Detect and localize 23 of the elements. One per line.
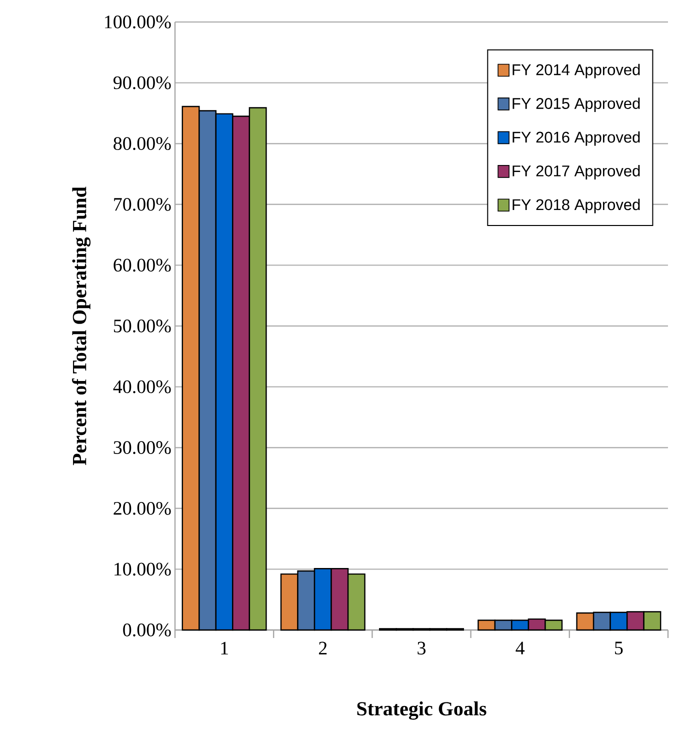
x-tick-label: 2 xyxy=(318,642,327,654)
x-axis-title: Strategic Goals xyxy=(357,701,486,720)
y-tick-label: 0.00% xyxy=(123,624,171,636)
legend-label: FY 2014 Approved xyxy=(512,64,640,78)
y-tick-label: 40.00% xyxy=(113,380,171,394)
legend-label: FY 2016 Approved xyxy=(512,131,640,146)
x-tick-label: 3 xyxy=(418,642,426,655)
legend-label: FY 2018 Approved xyxy=(512,198,640,214)
y-tick-label: 60.00% xyxy=(114,258,171,272)
y-tick-label: 70.00% xyxy=(114,198,171,211)
y-tick-label: 100.00% xyxy=(105,16,171,28)
x-tick-label: 4 xyxy=(516,642,525,654)
y-tick-label: 80.00% xyxy=(114,137,171,150)
legend-label: FY 2015 Approved xyxy=(512,98,640,112)
legend-label: FY 2017 Approved xyxy=(512,165,640,180)
y-tick-label: 30.00% xyxy=(114,441,171,454)
x-tick-label: 1 xyxy=(221,642,228,654)
y-tick-label: 50.00% xyxy=(114,320,171,332)
y-tick-label: 10.00% xyxy=(114,562,171,576)
y-axis-title: Percent of Total Operating Fund xyxy=(72,186,91,466)
x-tick-label: 5 xyxy=(615,642,623,654)
y-tick-label: 20.00% xyxy=(114,502,171,515)
y-tick-label: 90.00% xyxy=(114,76,171,90)
